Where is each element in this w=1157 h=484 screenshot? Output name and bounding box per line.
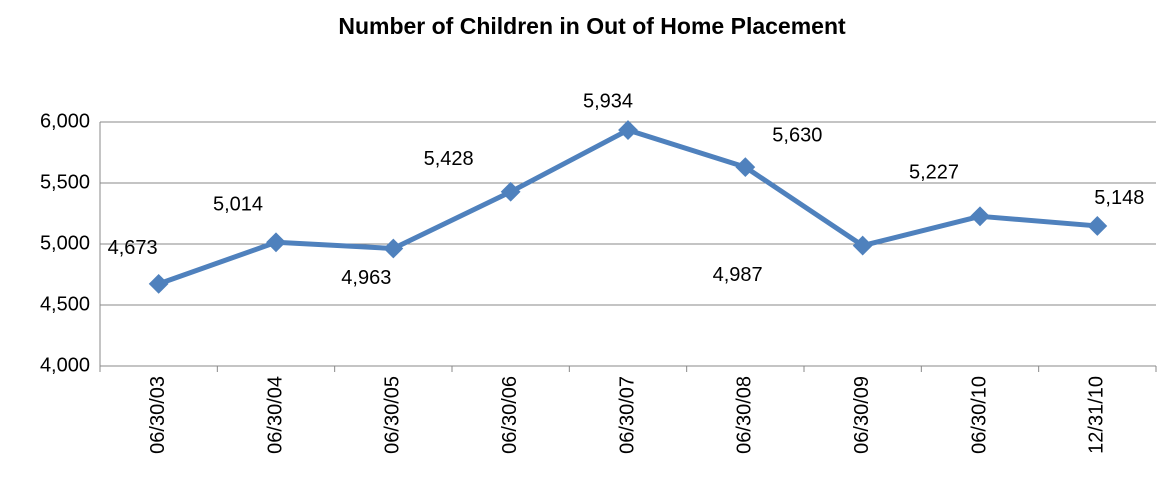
line	[157, 127, 1098, 287]
marker	[1087, 216, 1108, 236]
x-tick-label: 06/30/09	[851, 376, 873, 454]
data-label: 5,428	[424, 148, 474, 170]
marker	[500, 181, 521, 202]
data-label: 5,014	[213, 194, 263, 216]
data-label: 5,148	[1094, 187, 1144, 209]
x-tick-label: 06/30/04	[264, 376, 286, 454]
y-tick-label: 5,500	[40, 171, 90, 193]
marker	[266, 232, 286, 253]
data-label: 4,987	[713, 264, 763, 286]
marker	[618, 120, 638, 140]
data-label: 5,630	[772, 124, 822, 146]
chart-title: Number of Children in Out of Home Placem…	[338, 13, 846, 39]
y-tick-label: 6,000	[40, 110, 90, 132]
marker	[970, 206, 990, 227]
y-tick-label: 5,000	[40, 232, 90, 254]
x-tick-label: 06/30/06	[499, 376, 521, 454]
marker	[383, 238, 404, 259]
x-tick-label: 12/31/10	[1086, 376, 1108, 454]
x-tick-label: 06/30/05	[382, 376, 404, 454]
x-tick-label: 06/30/08	[734, 376, 756, 454]
x-tick-label: 06/30/07	[616, 376, 638, 454]
y-tick-label: 4,000	[40, 354, 90, 376]
x-tick-label: 06/30/03	[147, 376, 169, 454]
y-tick-label: 4,500	[40, 293, 90, 315]
x-tick-label: 06/30/10	[968, 376, 990, 454]
data-label: 5,934	[583, 90, 633, 112]
data-label: 5,227	[909, 162, 959, 184]
marker	[148, 273, 169, 294]
data-label: 4,673	[108, 237, 158, 259]
data-label: 4,963	[341, 267, 391, 289]
